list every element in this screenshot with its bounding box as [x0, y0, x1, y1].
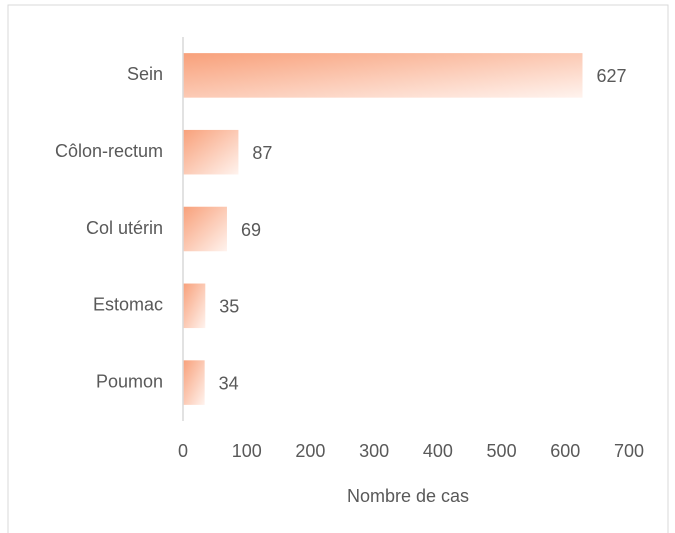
bar [183, 360, 205, 405]
x-tick-label: 100 [232, 441, 262, 461]
x-tick-label: 300 [359, 441, 389, 461]
x-tick-label: 0 [178, 441, 188, 461]
y-tick-label: Poumon [96, 371, 163, 391]
data-label: 627 [596, 66, 626, 86]
x-tick-label: 700 [614, 441, 644, 461]
x-tick-label: 200 [295, 441, 325, 461]
data-label: 35 [219, 297, 239, 317]
y-tick-label: Estomac [93, 295, 163, 315]
data-label: 69 [241, 220, 261, 240]
data-label: 34 [219, 373, 239, 393]
x-tick-label: 600 [550, 441, 580, 461]
bar [183, 206, 227, 252]
chart-border [7, 4, 669, 533]
data-label: 87 [252, 143, 272, 163]
y-tick-label: Côlon-rectum [55, 141, 163, 161]
x-axis-title: Nombre de cas [347, 486, 469, 506]
x-tick-label: 400 [423, 441, 453, 461]
x-tick-label: 500 [487, 441, 517, 461]
y-tick-label: Sein [127, 64, 163, 84]
bar [183, 283, 206, 329]
y-tick-label: Col utérin [86, 218, 163, 238]
bar [183, 129, 239, 175]
bar [183, 53, 583, 98]
